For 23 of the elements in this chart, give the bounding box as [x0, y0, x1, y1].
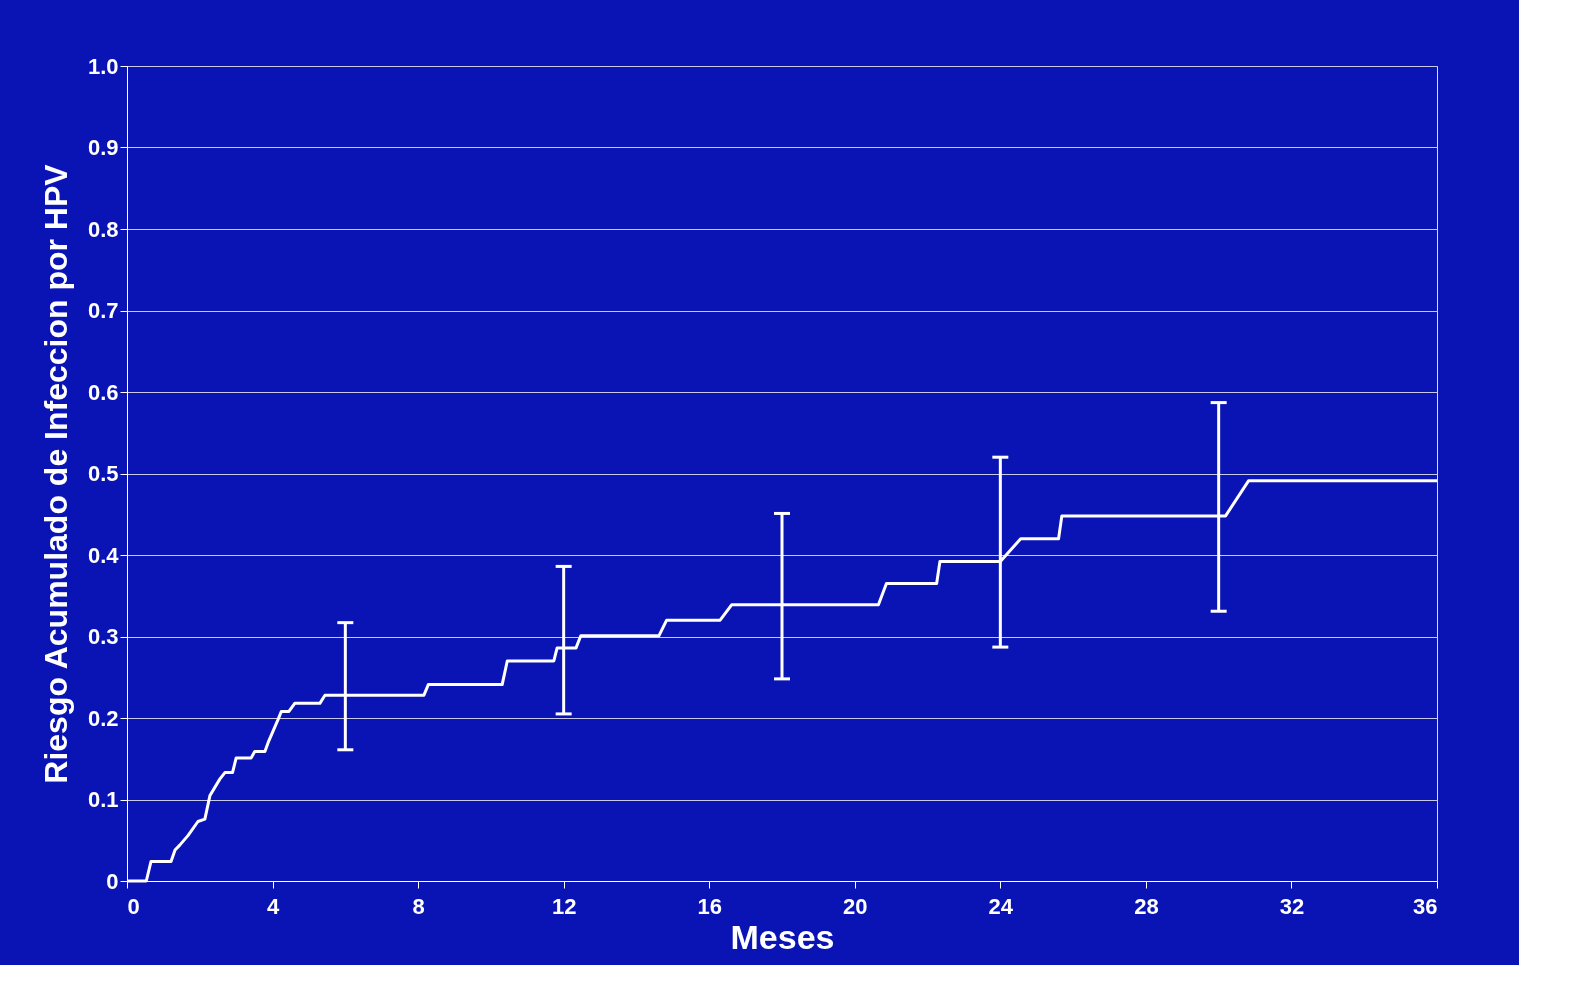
y-tick-label: 0.4 [87, 542, 120, 568]
y-tick-label: 0.2 [87, 705, 119, 731]
y-tick-label: 0.9 [87, 135, 119, 160]
x-tick-label: 8 [412, 893, 425, 919]
y-axis-title: Riesgo Acumulado de Infeccion por HPV [37, 163, 74, 784]
x-tick-label: 36 [1413, 893, 1438, 919]
x-tick-label: 4 [266, 893, 280, 919]
x-tick-label: 12 [551, 893, 577, 919]
y-tick-label: 0.3 [87, 624, 119, 649]
y-tick-label: 0.6 [87, 379, 119, 405]
y-tick-label: 0.7 [87, 298, 119, 323]
x-tick-label: 20 [843, 893, 868, 919]
x-tick-label: 28 [1134, 893, 1159, 919]
y-tick-label: 1.0 [87, 53, 119, 79]
x-tick-label: 0 [127, 893, 140, 919]
x-tick-label: 32 [1279, 893, 1305, 919]
y-tick-label: 0.5 [87, 461, 119, 486]
x-tick-label: 16 [697, 893, 722, 919]
y-tick-label: 0 [106, 868, 119, 894]
x-tick-label: 24 [988, 893, 1014, 919]
y-tick-label: 0.1 [87, 787, 119, 812]
y-tick-label: 0.8 [87, 216, 119, 242]
x-axis-title: Meses [730, 917, 835, 956]
